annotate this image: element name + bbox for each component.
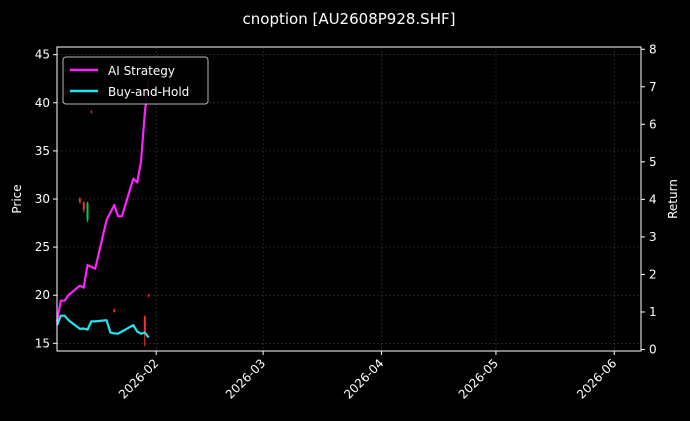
candle-body-0 — [78, 199, 81, 202]
chart-title: cnoption [AU2608P928.SHF] — [243, 10, 456, 28]
candle-body-4 — [113, 309, 116, 312]
legend-label-ai-strategy: AI Strategy — [108, 64, 175, 78]
y2-tick-label-5: 5 — [649, 155, 657, 169]
y2-tick-label-4: 4 — [649, 192, 657, 206]
y-tick-label-45: 45 — [35, 48, 50, 62]
y2-tick-label-6: 6 — [649, 117, 657, 131]
candles — [78, 110, 150, 347]
y-tick-label-15: 15 — [35, 336, 50, 350]
candle-body-1 — [82, 202, 85, 210]
y-axis-right: 0 1 2 3 4 5 6 7 8 — [641, 42, 657, 356]
series-lines — [55, 79, 150, 339]
y2-tick-label-2: 2 — [649, 267, 657, 281]
legend-box — [62, 56, 209, 105]
y-axis-left: 15 20 25 30 35 40 45 — [35, 48, 57, 350]
y-tick-label-35: 35 — [35, 144, 50, 158]
y2-tick-label-1: 1 — [649, 305, 657, 319]
series-line-buy-and-hold — [55, 314, 150, 339]
candle-body-3 — [90, 111, 93, 113]
y2-axis-label: Return — [666, 179, 680, 219]
legend-label-buy-and-hold: Buy-and-Hold — [108, 85, 189, 99]
y-tick-label-30: 30 — [35, 192, 50, 206]
y-axis-label: Price — [10, 184, 24, 213]
y2-tick-label-8: 8 — [649, 42, 657, 56]
candle-body-5 — [143, 316, 146, 334]
y-tick-label-25: 25 — [35, 240, 50, 254]
candle-body-6 — [147, 295, 150, 297]
y-tick-label-20: 20 — [35, 288, 50, 302]
y2-tick-label-0: 0 — [649, 342, 657, 356]
y2-tick-label-7: 7 — [649, 80, 657, 94]
y-tick-label-40: 40 — [35, 96, 50, 110]
series-line-ai-strategy — [55, 79, 150, 322]
y2-tick-label-3: 3 — [649, 230, 657, 244]
legend: AI Strategy Buy-and-Hold — [62, 56, 209, 105]
candle-body-2 — [86, 202, 89, 221]
